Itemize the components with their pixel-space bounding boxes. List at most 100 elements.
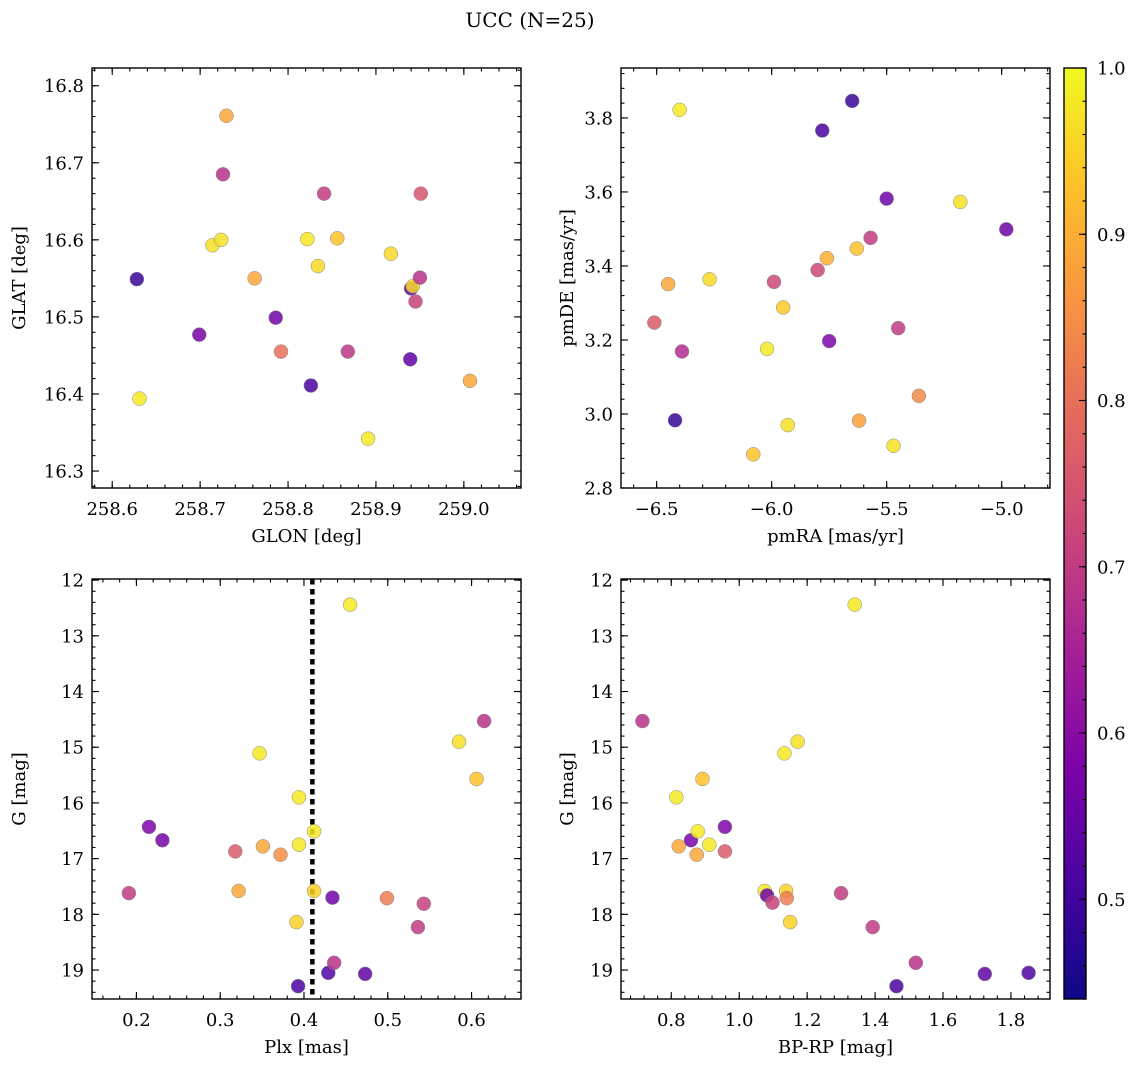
scatter-point [462, 373, 478, 389]
scatter-point [833, 885, 849, 901]
x-tick-label: 258.7 [174, 499, 226, 520]
y-axis-label: G [mag] [9, 752, 30, 825]
scatter-point [291, 790, 307, 805]
scatter-point [977, 966, 993, 982]
y-tick-label: 17 [590, 849, 613, 870]
scatter-point [999, 222, 1014, 237]
x-tick-label: 1.2 [793, 1010, 822, 1031]
colorbar-tick-label: 0.5 [1097, 890, 1126, 911]
scatter-point [141, 819, 157, 835]
y-tick-label: 19 [590, 961, 613, 982]
x-axis-label: pmRA [mas/yr] [767, 526, 904, 547]
x-tick-label: 1.4 [861, 1010, 890, 1031]
colorbar-tick-label: 0.6 [1097, 724, 1126, 745]
x-axis-label: Plx [mas] [264, 1037, 349, 1058]
x-tick-label: 259.0 [438, 499, 490, 520]
scatter-point [702, 272, 717, 287]
scatter-point [779, 890, 795, 906]
y-axis-label: pmDE [mas/yr] [557, 209, 578, 347]
scatter-point [671, 839, 686, 854]
y-tick-label: 16.3 [44, 462, 84, 483]
scatter-point [476, 713, 492, 729]
y-tick-label: 12 [61, 571, 84, 592]
scatter-point [155, 832, 170, 848]
y-tick-label: 16.4 [44, 384, 84, 405]
panel-glon-glat: 258.6 258.7 258.8 258.9 259.0 16.3 16.4 16.5 16.… [9, 67, 522, 547]
x-tick-label: −6.0 [750, 499, 794, 520]
scatter-point [647, 315, 662, 330]
colorbar-tick-label: 0.9 [1097, 225, 1126, 246]
scatter-point [215, 167, 231, 182]
scatter-point [306, 824, 322, 839]
y-tick-label: 16.6 [44, 230, 84, 251]
scatter-point [765, 895, 780, 910]
scatter-point [674, 344, 690, 359]
axes-frame [91, 67, 522, 489]
colorbar: 0.5 0.6 0.7 0.8 0.9 1.0 [1063, 59, 1126, 1000]
y-tick-label: 16.7 [44, 153, 84, 174]
scatter-point [219, 108, 234, 124]
scatter-point [766, 274, 782, 290]
panel-bprp-g: 0.8 1.0 1.2 1.4 1.6 1.8 12 13 14 15 16 17 18 19 BP-RP … [557, 571, 1051, 1058]
scatter-point [121, 885, 137, 901]
scatter-point [340, 344, 356, 359]
x-tick-label: −6.5 [635, 499, 679, 520]
scatter-point [849, 241, 865, 256]
scatter-point [300, 231, 315, 247]
scatter-point [669, 790, 684, 805]
scatter-point [660, 276, 676, 292]
x-tick-label: 0.6 [457, 1010, 486, 1031]
scatter-point [815, 123, 830, 138]
y-axis-label: G [mag] [557, 752, 578, 825]
y-tick-label: 3.2 [584, 330, 613, 351]
x-tick-label: 258.6 [86, 499, 138, 520]
scatter-point [469, 771, 484, 787]
scatter-point [759, 341, 775, 357]
scatter-point [306, 883, 322, 899]
scatter-point [672, 102, 687, 118]
scatter-point [847, 597, 862, 612]
scatter-point [408, 294, 423, 309]
panel-plx-g: 0.2 0.3 0.4 0.5 0.6 12 13 14 15 16 17 18 19 Plx [mas]… [9, 571, 522, 1058]
scatter-point [451, 734, 467, 749]
scatter-point [357, 966, 373, 982]
scatter-point [689, 847, 704, 862]
x-tick-label: 1.8 [997, 1010, 1026, 1031]
scatter-point [132, 391, 147, 406]
x-tick-label: −5.5 [865, 499, 909, 520]
scatter-point [890, 320, 906, 336]
scatter-point [330, 231, 345, 246]
scatter-point [1021, 965, 1036, 981]
x-tick-label: 258.9 [350, 499, 402, 520]
scatter-point [777, 746, 792, 761]
scatter-point [303, 378, 319, 393]
scatter-point [289, 914, 304, 930]
scatter-point [953, 194, 968, 210]
y-tick-label: 18 [590, 905, 613, 926]
axes-frame [620, 67, 1051, 489]
scatter-point [775, 300, 791, 315]
scatter-point [413, 186, 429, 201]
y-tick-label: 16 [61, 793, 84, 814]
scatter-point [412, 270, 428, 285]
y-tick-label: 3.4 [584, 256, 613, 277]
scatter-point [790, 734, 805, 749]
scatter-point [702, 837, 717, 852]
y-tick-label: 2.8 [584, 479, 613, 500]
scatter-point [780, 417, 796, 433]
scatter-point [247, 271, 262, 286]
colorbar-tick-label: 0.8 [1097, 391, 1126, 412]
scatter-point [410, 919, 426, 935]
x-tick-label: 0.8 [657, 1010, 686, 1031]
x-tick-label: 0.3 [206, 1010, 235, 1031]
x-tick-label: 0.5 [373, 1010, 402, 1031]
scatter-point [821, 333, 837, 349]
y-axis-label: GLAT [deg] [9, 226, 30, 330]
figure-title: UCC (N=25) [465, 8, 594, 32]
x-axis-label: GLON [deg] [251, 526, 361, 547]
scatter-point [325, 890, 340, 905]
scatter-point [819, 250, 835, 266]
y-tick-label: 3.8 [584, 108, 613, 129]
y-tick-label: 16.5 [44, 307, 84, 328]
